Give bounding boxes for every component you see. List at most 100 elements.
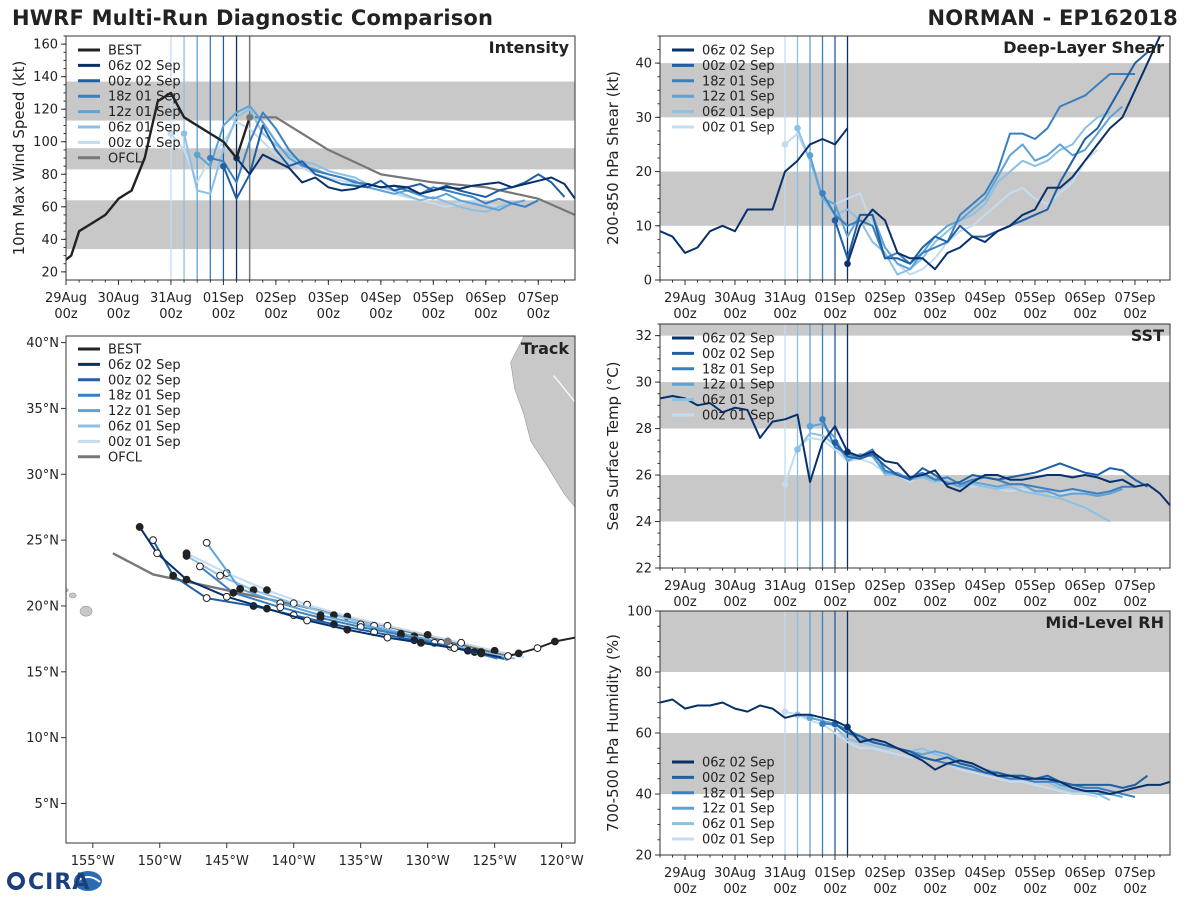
sst-x-tick-date: 30Aug (714, 579, 756, 594)
track-y-tick-label: 20°N (26, 599, 59, 614)
track-series-line-marker (135, 523, 144, 531)
sst-legend-label: 00z 01 Sep (702, 409, 775, 424)
rh-legend-label: 00z 01 Sep (702, 833, 775, 848)
shear-y-tick-label: 10 (635, 219, 652, 234)
shear-x-tick-date: 06Sep (1064, 291, 1105, 306)
intensity-y-tick-label: 100 (33, 135, 58, 150)
rh-series-line (797, 713, 1111, 801)
sst-history-line (660, 395, 849, 483)
rh-panel: 2040608010029Aug00z30Aug00z31Aug00z01Sep… (604, 605, 1171, 897)
rh-x-tick-hour: 00z (1023, 882, 1047, 897)
rh-y-tick-label: 40 (635, 788, 652, 803)
shear-series-start-marker (794, 124, 801, 132)
track-legend-label: 00z 01 Sep (108, 435, 181, 450)
shear-x-tick-date: 01Sep (814, 291, 855, 306)
intensity-x-tick-hour: 00z (369, 307, 393, 322)
intensity-x-tick-hour: 00z (474, 307, 498, 322)
rh-x-tick-date: 07Sep (1114, 866, 1155, 881)
intensity-x-tick-hour: 00z (264, 307, 288, 322)
shear-series-line (821, 73, 1135, 265)
intensity-y-tick-label: 20 (41, 265, 58, 280)
shear-series-start-marker (819, 189, 826, 197)
sst-y-tick-label: 22 (635, 562, 652, 577)
intensity-x-tick-hour: 00z (212, 307, 236, 322)
track-series-line-marker (263, 586, 271, 595)
sst-legend-label: 18z 01 Sep (702, 362, 775, 377)
cira-logo-text: CIRA (28, 870, 91, 895)
shear-x-tick-date: 29Aug (664, 291, 706, 306)
sst-x-tick-date: 06Sep (1064, 579, 1105, 594)
land-border-line (553, 375, 575, 403)
sst-y-tick-label: 24 (635, 515, 652, 530)
intensity-y-tick-label: 80 (41, 168, 58, 183)
sst-y-tick-label: 32 (635, 329, 652, 344)
rh-panel-title: Mid-Level RH (1045, 613, 1164, 632)
rh-x-tick-date: 01Sep (814, 866, 855, 881)
intensity-series-start-marker (207, 154, 214, 162)
rh-legend-label: 06z 02 Sep (702, 756, 775, 771)
rh-x-tick-hour: 00z (1073, 882, 1097, 897)
shear-x-tick-hour: 00z (1023, 307, 1047, 322)
sst-series-start-marker (831, 439, 839, 446)
shear-series-line (834, 51, 1149, 265)
track-series-line-marker (236, 584, 245, 593)
intensity-legend-label: BEST (108, 44, 141, 59)
shear-x-tick-hour: 00z (1123, 307, 1147, 322)
intensity-x-tick-date: 01Sep (203, 291, 244, 306)
rh-history-line (660, 698, 848, 728)
sst-frame (659, 323, 1171, 569)
sst-x-tick-hour: 00z (673, 595, 697, 610)
shear-x-tick-hour: 00z (873, 307, 897, 322)
intensity-x-tick-date: 07Sep (518, 291, 559, 306)
track-legend-label: BEST (108, 343, 141, 358)
intensity-legend-label: 00z 02 Sep (108, 74, 181, 89)
intensity-legend-label: 06z 01 Sep (108, 121, 181, 136)
shear-legend-label: 00z 02 Sep (702, 59, 775, 74)
shear-x-tick-date: 04Sep (964, 291, 1005, 306)
intensity-y-tick-label: 140 (33, 70, 58, 85)
shear-y-tick-label: 0 (644, 274, 652, 289)
sst-x-tick-date: 02Sep (864, 579, 905, 594)
rh-x-tick-date: 05Sep (1014, 866, 1055, 881)
sst-x-tick-hour: 00z (1023, 595, 1047, 610)
track-best-line-marker (551, 637, 559, 646)
track-series-line-marker (276, 603, 285, 612)
rh-y-tick-label: 20 (635, 849, 652, 864)
intensity-x-tick-hour: 00z (107, 307, 131, 322)
track-series-line-marker (263, 604, 271, 613)
track-y-tick-label: 5°N (35, 797, 60, 812)
sst-x-tick-hour: 00z (773, 595, 797, 610)
track-plot-area (66, 336, 575, 843)
cira-logo-icon (7, 871, 102, 891)
sst-series-line (847, 450, 1170, 506)
track-plot-content (66, 336, 575, 661)
rh-x-tick-date: 06Sep (1064, 866, 1105, 881)
track-x-tick-label: 130°W (406, 854, 450, 869)
rh-shading-band (660, 733, 1170, 794)
sst-plot-content (660, 324, 1170, 568)
intensity-ofcl-start-marker (246, 113, 254, 121)
intensity-shading-band (66, 81, 575, 121)
shear-x-tick-date: 03Sep (914, 291, 955, 306)
track-legend-label: 00z 02 Sep (108, 373, 181, 388)
shear-legend-label: 06z 01 Sep (702, 105, 775, 120)
shear-x-tick-date: 30Aug (714, 291, 756, 306)
storm-name-title: NORMAN - EP162018 (927, 6, 1178, 30)
rh-x-tick-hour: 00z (1123, 882, 1147, 897)
track-best-line-marker (504, 652, 512, 660)
track-series-line-marker (153, 549, 161, 558)
intensity-series-start-marker (180, 130, 188, 137)
intensity-x-tick-date: 05Sep (413, 291, 454, 306)
sst-x-tick-hour: 00z (873, 595, 897, 610)
track-series-line-marker (423, 631, 432, 639)
track-x-tick-label: 135°W (339, 854, 383, 869)
shear-x-tick-hour: 00z (1073, 307, 1097, 322)
intensity-y-tick-label: 160 (33, 38, 58, 53)
sst-shading-band (660, 324, 1170, 336)
shear-series-start-marker (831, 217, 839, 224)
shear-y-tick-label: 20 (635, 165, 652, 180)
rh-series-start-marker (781, 708, 789, 715)
shear-x-tick-hour: 00z (823, 307, 847, 322)
